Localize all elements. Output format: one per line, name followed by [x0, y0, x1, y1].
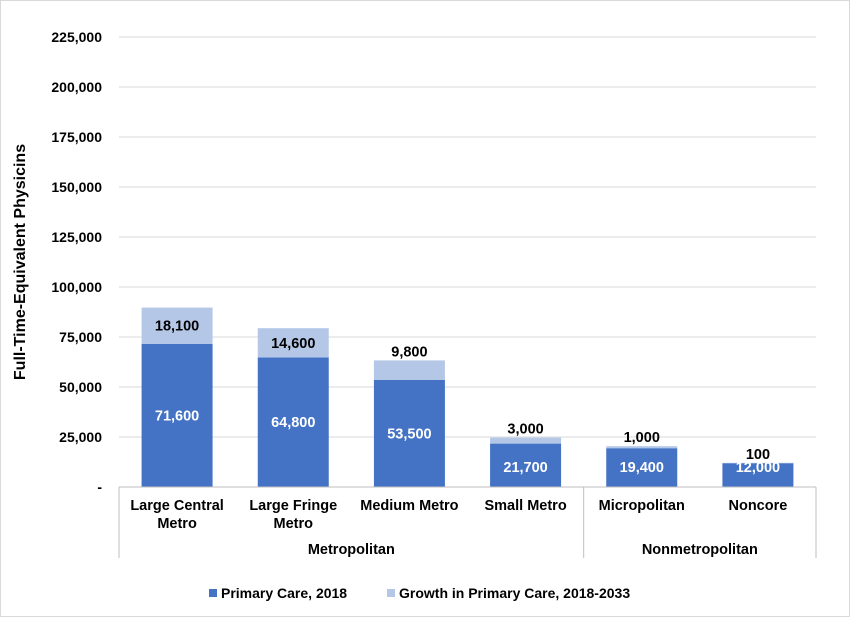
legend-swatch: [209, 589, 217, 597]
data-label-primary-care: 71,600: [155, 408, 199, 424]
y-tick-label: -: [97, 479, 102, 495]
x-category-label: Large Fringe: [249, 498, 337, 514]
bar-growth-2018-2033: [141, 307, 213, 344]
y-axis-label: Full-Time-Equivalent Physicins: [12, 144, 29, 380]
data-label-primary-care: 64,800: [271, 415, 315, 431]
bar-growth-2018-2033: [490, 437, 562, 444]
data-label-growth: 100: [746, 447, 770, 463]
bar-primary-care-2018: [606, 448, 678, 487]
bar-growth-2018-2033: [257, 328, 329, 358]
data-label-primary-care: 12,000: [736, 460, 780, 476]
y-tick-label: 150,000: [51, 179, 102, 195]
x-category-label: Noncore: [729, 498, 788, 514]
data-label-growth: 14,600: [271, 336, 315, 352]
gridlines: [119, 36, 816, 438]
bar-primary-care-2018: [490, 443, 562, 487]
y-tick-label: 200,000: [51, 79, 102, 95]
data-label-primary-care: 53,500: [387, 427, 431, 443]
legend-label: Primary Care, 2018: [221, 585, 347, 601]
bar-primary-care-2018: [257, 357, 329, 487]
x-category-label: Micropolitan: [599, 498, 685, 514]
y-tick-label: 50,000: [59, 379, 102, 395]
x-group-label: Nonmetropolitan: [642, 542, 758, 558]
y-tick-label: 225,000: [51, 29, 102, 45]
bar-primary-care-2018: [373, 380, 445, 487]
y-tick-label: 25,000: [59, 429, 102, 445]
bar-growth-2018-2033: [722, 462, 794, 464]
x-category-label: Large Central: [130, 498, 223, 514]
data-label-primary-care: 21,700: [503, 460, 547, 476]
legend-label: Growth in Primary Care, 2018-2033: [399, 585, 630, 601]
bar-growth-2018-2033: [373, 360, 445, 380]
legend-swatch: [387, 589, 395, 597]
legend: Primary Care, 2018 Growth in Primary Care…: [209, 585, 630, 601]
y-axis-tick-labels: - 25,000 50,000 75,000 100,000 125,000 150,000…: [51, 29, 102, 495]
bars: [141, 307, 794, 487]
data-labels: 71,600 18,100 64,800 14,600 53,500 9,800 21,70…: [155, 319, 780, 476]
x-category-label: Metro: [157, 516, 197, 532]
x-group-label: Metropolitan: [308, 542, 395, 558]
x-axis: Large Central Metro Large Fringe Metro Mediu…: [118, 486, 817, 558]
x-category-label: Medium Metro: [360, 498, 458, 514]
data-label-growth: 18,100: [155, 319, 199, 335]
data-label-growth: 9,800: [391, 344, 427, 360]
x-category-label: Metro: [274, 516, 314, 532]
y-tick-label: 100,000: [51, 279, 102, 295]
bar-primary-care-2018: [141, 343, 213, 487]
y-tick-label: 125,000: [51, 229, 102, 245]
x-category-label: Small Metro: [484, 498, 566, 514]
data-label-growth: 3,000: [507, 422, 543, 438]
y-tick-label: 75,000: [59, 329, 102, 345]
data-label-primary-care: 19,400: [620, 460, 664, 476]
bar-primary-care-2018: [722, 463, 794, 487]
y-tick-label: 175,000: [51, 129, 102, 145]
data-label-growth: 1,000: [624, 430, 660, 446]
bar-growth-2018-2033: [606, 446, 678, 449]
